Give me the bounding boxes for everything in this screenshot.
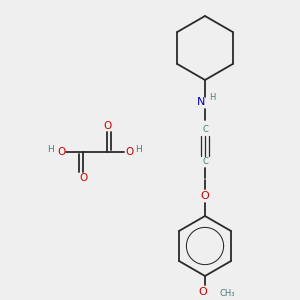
- Text: CH₃: CH₃: [219, 290, 235, 298]
- Text: H: H: [136, 146, 142, 154]
- Text: C: C: [202, 125, 208, 134]
- Text: O: O: [79, 173, 87, 183]
- Text: O: O: [57, 147, 65, 157]
- Text: C: C: [202, 158, 208, 166]
- Text: O: O: [199, 287, 207, 297]
- Text: O: O: [103, 121, 111, 131]
- Text: H: H: [48, 146, 54, 154]
- Text: N: N: [197, 97, 205, 107]
- Text: O: O: [125, 147, 133, 157]
- Text: H: H: [209, 94, 215, 103]
- Text: O: O: [201, 191, 209, 201]
